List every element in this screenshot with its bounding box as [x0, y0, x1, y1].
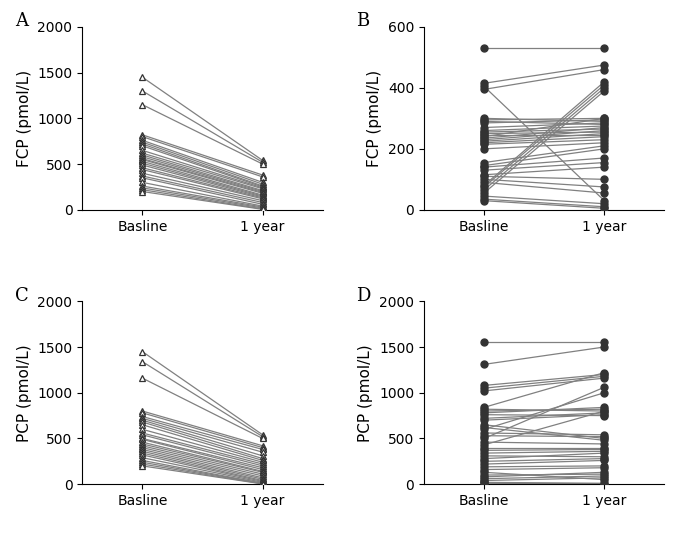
Y-axis label: PCP (pmol/L): PCP (pmol/L): [17, 344, 32, 442]
Text: D: D: [356, 287, 371, 305]
Y-axis label: PCP (pmol/L): PCP (pmol/L): [358, 344, 373, 442]
Text: B: B: [356, 12, 370, 30]
Y-axis label: FCP (pmol/L): FCP (pmol/L): [367, 70, 382, 167]
Text: C: C: [15, 287, 29, 305]
Text: A: A: [15, 12, 28, 30]
Y-axis label: FCP (pmol/L): FCP (pmol/L): [17, 70, 32, 167]
